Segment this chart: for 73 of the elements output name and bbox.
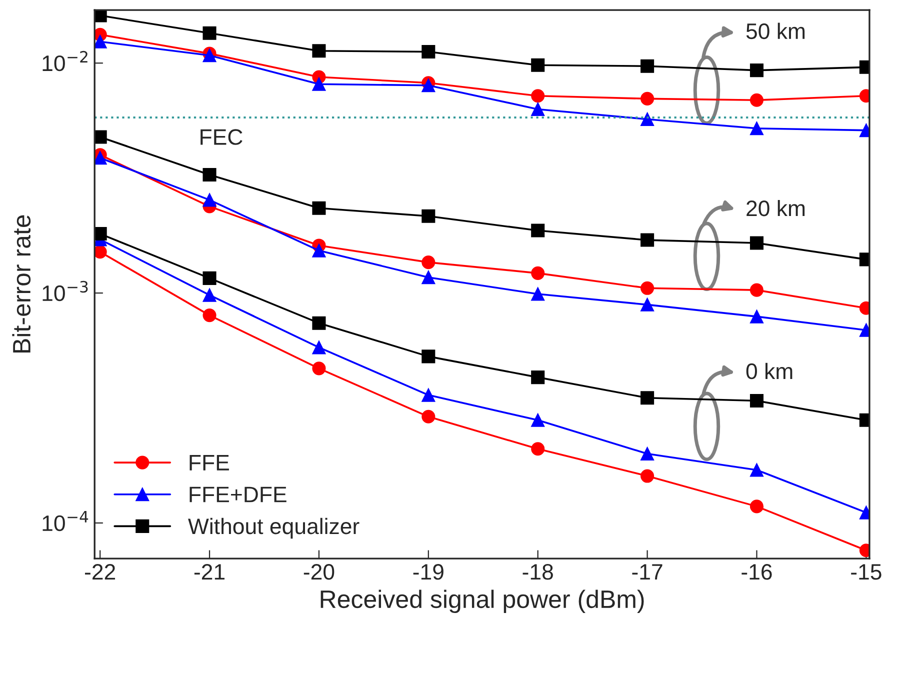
point — [750, 122, 764, 136]
point — [640, 391, 654, 405]
point — [94, 227, 107, 241]
y-axis-title: Bit-error rate — [12, 215, 31, 352]
point — [422, 270, 436, 284]
point — [312, 244, 326, 258]
point — [640, 233, 654, 247]
x-tick-label: -21 — [194, 564, 224, 580]
point — [312, 340, 326, 354]
point — [750, 310, 764, 324]
x-tick-label: -19 — [413, 564, 444, 580]
point — [750, 93, 764, 107]
point — [531, 102, 545, 116]
point — [531, 266, 545, 280]
point — [94, 34, 107, 48]
x-tick-label: -20 — [304, 564, 334, 580]
point — [94, 151, 107, 165]
x-tick-label: -16 — [742, 564, 772, 580]
point — [422, 45, 436, 59]
annotation: 0 km — [746, 362, 792, 380]
point — [202, 193, 216, 207]
point — [422, 209, 436, 223]
legend-label: FFE+DFE — [190, 486, 286, 502]
point — [640, 112, 654, 126]
point — [531, 442, 545, 456]
legend-label: Without equalizer — [188, 518, 360, 539]
annotation: 50 km — [746, 22, 805, 40]
point — [750, 283, 764, 297]
point — [640, 469, 654, 483]
point — [202, 26, 216, 40]
point — [750, 463, 764, 477]
annotation: 20 km — [746, 200, 805, 216]
x-tick-label: -15 — [851, 564, 882, 580]
point — [312, 201, 326, 215]
point — [531, 89, 545, 103]
point — [94, 130, 107, 144]
ref-line-label: FEC — [200, 129, 242, 145]
point — [531, 370, 545, 384]
point — [312, 362, 326, 376]
point — [640, 59, 654, 73]
point — [750, 64, 764, 78]
point — [422, 256, 436, 270]
point — [640, 446, 654, 461]
point — [312, 44, 326, 58]
point — [312, 316, 326, 330]
point — [422, 78, 436, 92]
y-tick-label: 10$^{−4}$ — [42, 511, 88, 532]
point — [750, 236, 764, 250]
point — [531, 58, 545, 72]
point — [640, 298, 654, 312]
point — [312, 77, 326, 91]
x-tick-label: -18 — [522, 564, 553, 580]
point — [202, 308, 216, 322]
point — [202, 271, 216, 285]
point — [422, 388, 436, 402]
point — [202, 288, 216, 302]
point — [422, 350, 436, 364]
point — [640, 281, 654, 295]
point — [531, 287, 545, 301]
x-axis-title: Received signal power (dBm) — [320, 590, 644, 614]
point — [640, 92, 654, 106]
y-tick-label: 10$^{−2}$ — [42, 50, 88, 72]
point — [94, 245, 107, 259]
x-tick-label: -17 — [632, 564, 662, 580]
point — [422, 410, 436, 424]
point — [750, 394, 764, 408]
point — [202, 168, 216, 182]
point — [750, 500, 764, 514]
point — [531, 224, 545, 238]
y-tick-label: 10$^{−3}$ — [42, 280, 88, 302]
point — [531, 413, 545, 427]
x-tick-label: -22 — [85, 564, 116, 580]
legend-label: FFE — [190, 455, 229, 470]
